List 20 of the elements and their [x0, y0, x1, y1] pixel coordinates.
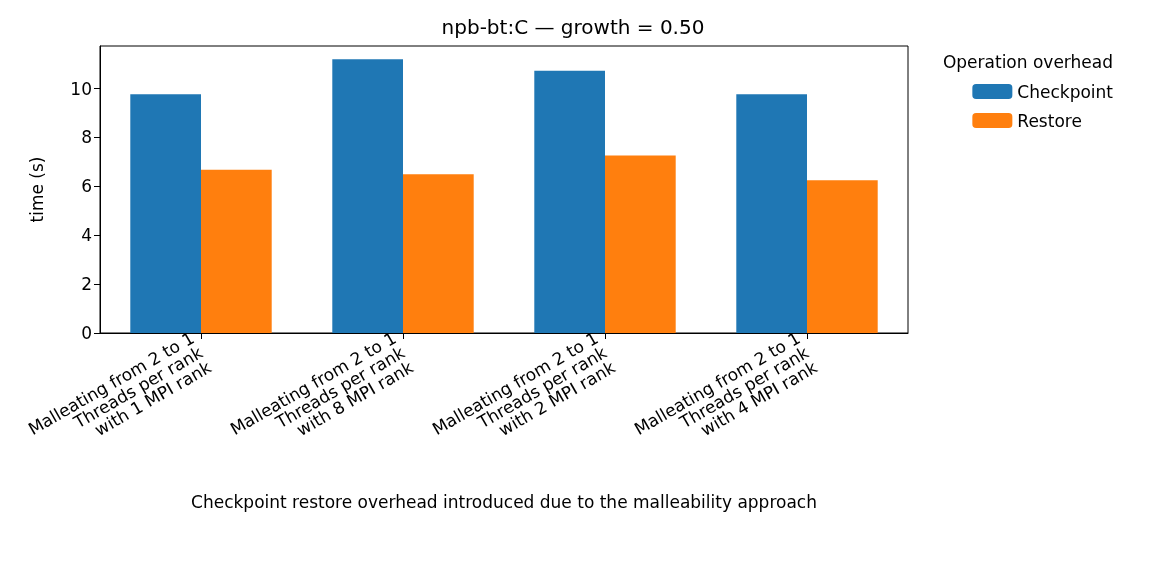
bar [201, 169, 272, 333]
legend-label: Checkpoint [1017, 81, 1114, 102]
bar [807, 180, 878, 333]
bar [736, 94, 807, 333]
legend-title: Operation overhead [942, 51, 1113, 72]
y-tick-label: 8 [81, 127, 92, 148]
bar [605, 155, 676, 333]
x-axis-title: Checkpoint restore overhead introduced due to the malleability approach [191, 491, 817, 512]
bar [534, 70, 605, 333]
chart-title: npb-bt:C — growth = 0.50 [441, 15, 705, 39]
legend-label: Restore [1017, 110, 1082, 131]
y-tick-label: 10 [70, 78, 92, 99]
y-tick-label: 0 [81, 323, 92, 343]
bar [332, 59, 403, 333]
y-tick-label: 4 [81, 225, 92, 246]
y-axis-title: time (s) [26, 156, 47, 223]
y-tick-label: 6 [81, 176, 92, 197]
y-tick-label: 2 [81, 274, 92, 295]
bar [403, 174, 474, 333]
bar [130, 94, 201, 333]
